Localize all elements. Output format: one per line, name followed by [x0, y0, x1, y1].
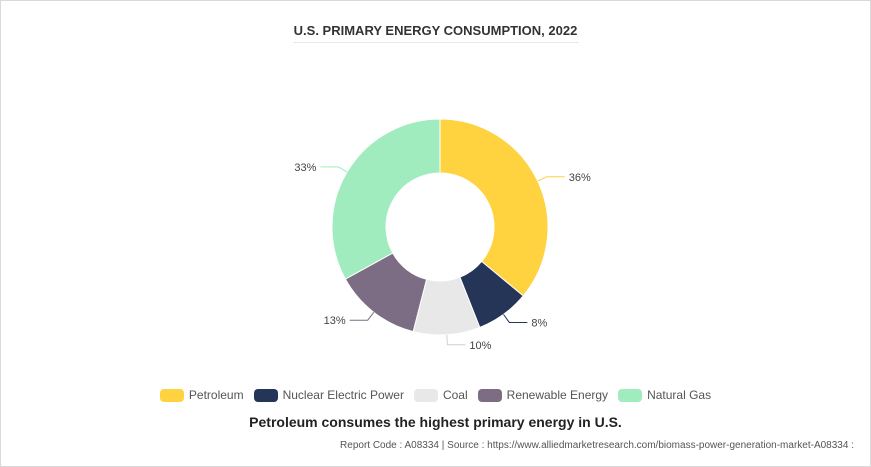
data-label-renewable-energy: 13%	[324, 315, 346, 327]
donut-chart: 36% 8% 10% 13% 33%	[294, 118, 591, 352]
chart-caption: Petroleum consumes the highest primary e…	[249, 414, 622, 430]
data-label-nuclear-electric-power: 8%	[531, 317, 547, 329]
leader-line-petroleum	[537, 176, 565, 182]
leader-line-natural-gas	[320, 166, 348, 173]
slice-petroleum[interactable]	[439, 118, 549, 297]
legend-swatch-icon	[159, 388, 184, 402]
legend-label: Coal	[442, 388, 468, 402]
leader-line-nuclear-electric-power	[503, 314, 528, 323]
legend-swatch-icon	[618, 388, 643, 402]
legend-label: Renewable Energy	[506, 388, 609, 402]
leader-line-coal	[446, 334, 466, 346]
data-label-petroleum: 36%	[569, 172, 591, 184]
chart-title: U.S. PRIMARY ENERGY CONSUMPTION, 2022	[293, 23, 578, 38]
legend-item-nuclear-electric-power[interactable]: Nuclear Electric Power	[253, 388, 404, 402]
data-label-coal: 10%	[469, 340, 491, 352]
legend-swatch-icon	[477, 388, 502, 402]
chart-legend: Petroleum Nuclear Electric Power Coal Renew…	[1, 387, 870, 403]
legend-swatch-icon	[253, 388, 278, 402]
legend-label: Petroleum	[188, 388, 244, 402]
legend-item-natural-gas[interactable]: Natural Gas	[618, 388, 711, 402]
leader-line-renewable-energy	[349, 312, 375, 321]
legend-label: Natural Gas	[647, 388, 712, 402]
source-footer: Report Code : A08334 | Source : https://…	[340, 440, 854, 451]
data-label-natural-gas: 33%	[294, 162, 316, 174]
legend-item-coal[interactable]: Coal	[413, 388, 468, 402]
legend-item-renewable-energy[interactable]: Renewable Energy	[477, 388, 609, 402]
legend-label: Nuclear Electric Power	[282, 388, 404, 402]
slice-natural-gas[interactable]	[331, 118, 441, 280]
legend-swatch-icon	[413, 388, 438, 402]
legend-item-petroleum[interactable]: Petroleum	[159, 388, 244, 402]
title-divider	[293, 42, 579, 43]
